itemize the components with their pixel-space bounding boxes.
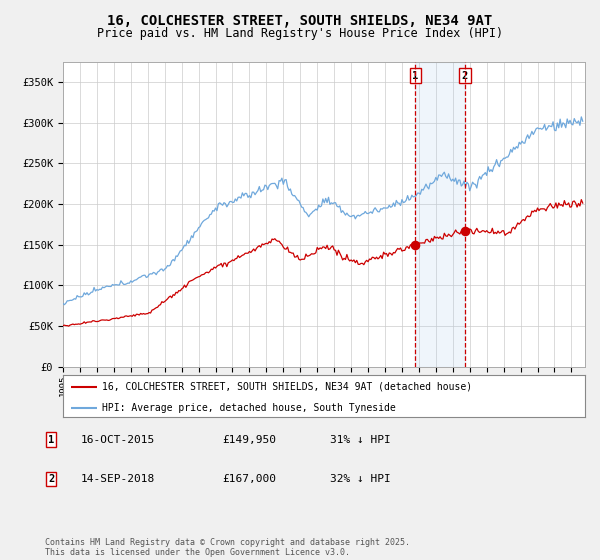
Text: HPI: Average price, detached house, South Tyneside: HPI: Average price, detached house, Sout… <box>102 403 396 413</box>
Text: 16-OCT-2015: 16-OCT-2015 <box>81 435 155 445</box>
Point <box>410 240 420 249</box>
Point <box>460 226 470 235</box>
Text: 2: 2 <box>48 474 54 484</box>
Text: Price paid vs. HM Land Registry's House Price Index (HPI): Price paid vs. HM Land Registry's House … <box>97 27 503 40</box>
Text: 1: 1 <box>48 435 54 445</box>
Text: 1: 1 <box>412 71 418 81</box>
Text: 14-SEP-2018: 14-SEP-2018 <box>81 474 155 484</box>
Text: 32% ↓ HPI: 32% ↓ HPI <box>330 474 391 484</box>
Text: Contains HM Land Registry data © Crown copyright and database right 2025.
This d: Contains HM Land Registry data © Crown c… <box>45 538 410 557</box>
Bar <box>415 62 465 367</box>
Text: 16, COLCHESTER STREET, SOUTH SHIELDS, NE34 9AT (detached house): 16, COLCHESTER STREET, SOUTH SHIELDS, NE… <box>102 381 472 391</box>
Text: £167,000: £167,000 <box>222 474 276 484</box>
Text: 2: 2 <box>462 71 468 81</box>
Text: 31% ↓ HPI: 31% ↓ HPI <box>330 435 391 445</box>
Text: 16, COLCHESTER STREET, SOUTH SHIELDS, NE34 9AT: 16, COLCHESTER STREET, SOUTH SHIELDS, NE… <box>107 14 493 28</box>
Text: £149,950: £149,950 <box>222 435 276 445</box>
